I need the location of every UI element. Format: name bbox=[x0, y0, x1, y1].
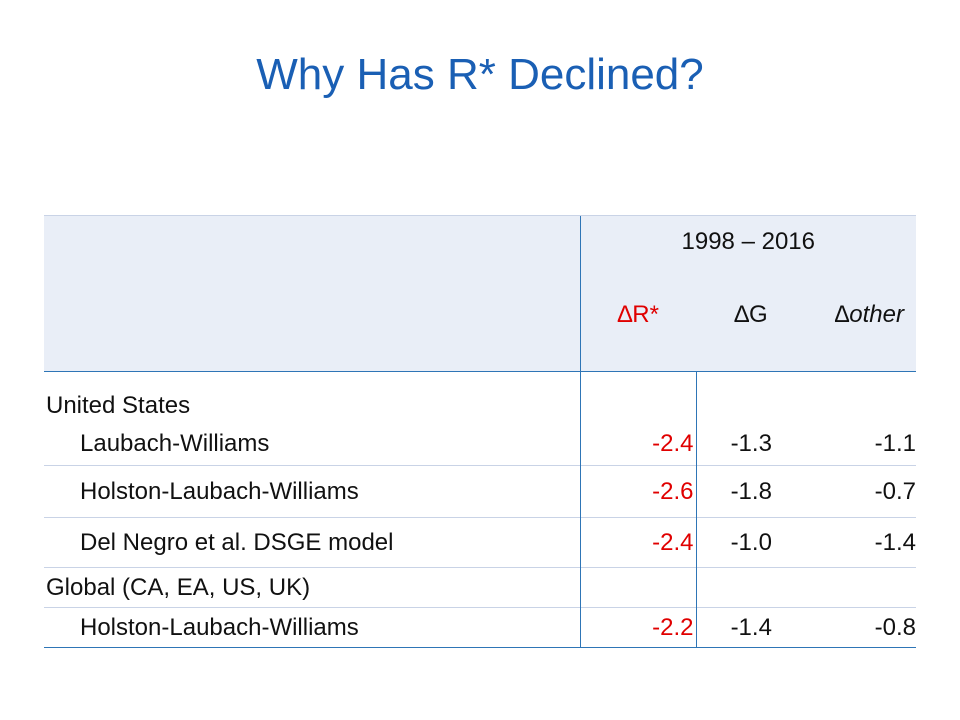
header-blank-cell-2 bbox=[44, 259, 580, 372]
row-label: Holston-Laubach-Williams bbox=[44, 607, 580, 648]
value-delta-g: -1.4 bbox=[695, 607, 806, 648]
row-label: Laubach-Williams bbox=[80, 430, 270, 458]
value-delta-g: -1.3 bbox=[695, 423, 806, 466]
col-header-delta-rstar: ∆R* bbox=[579, 259, 696, 372]
group-label-global: Global (CA, EA, US, UK) bbox=[44, 567, 580, 608]
row-label: Holston-Laubach-Williams bbox=[44, 465, 580, 518]
group-label-united-states: United States bbox=[44, 371, 580, 424]
value-delta-other: -1.4 bbox=[806, 517, 916, 568]
slide-title: Why Has R* Declined? bbox=[256, 50, 704, 99]
col-header-delta-other: ∆other bbox=[806, 259, 916, 372]
value-delta-other: -0.7 bbox=[806, 465, 916, 518]
value-delta-rstar: -2.4 bbox=[579, 517, 696, 568]
value-delta-rstar: -2.6 bbox=[579, 465, 696, 518]
row-label: Del Negro et al. DSGE model bbox=[44, 517, 580, 568]
value-delta-rstar: -2.4 bbox=[579, 423, 696, 466]
col-header-delta-g: ∆G bbox=[696, 259, 806, 372]
header-blank-cell bbox=[44, 215, 580, 260]
value-delta-g: -1.8 bbox=[695, 465, 806, 518]
value-delta-other: -1.1 bbox=[874, 430, 916, 458]
value-delta-g: -1.0 bbox=[695, 517, 806, 568]
value-delta-rstar: -2.2 bbox=[579, 607, 696, 648]
r-star-decomposition-table: 1998 – 2016 ∆R* ∆G ∆other United States … bbox=[44, 215, 916, 648]
value-delta-other: -0.8 bbox=[806, 607, 916, 648]
period-header: 1998 – 2016 bbox=[579, 215, 916, 260]
